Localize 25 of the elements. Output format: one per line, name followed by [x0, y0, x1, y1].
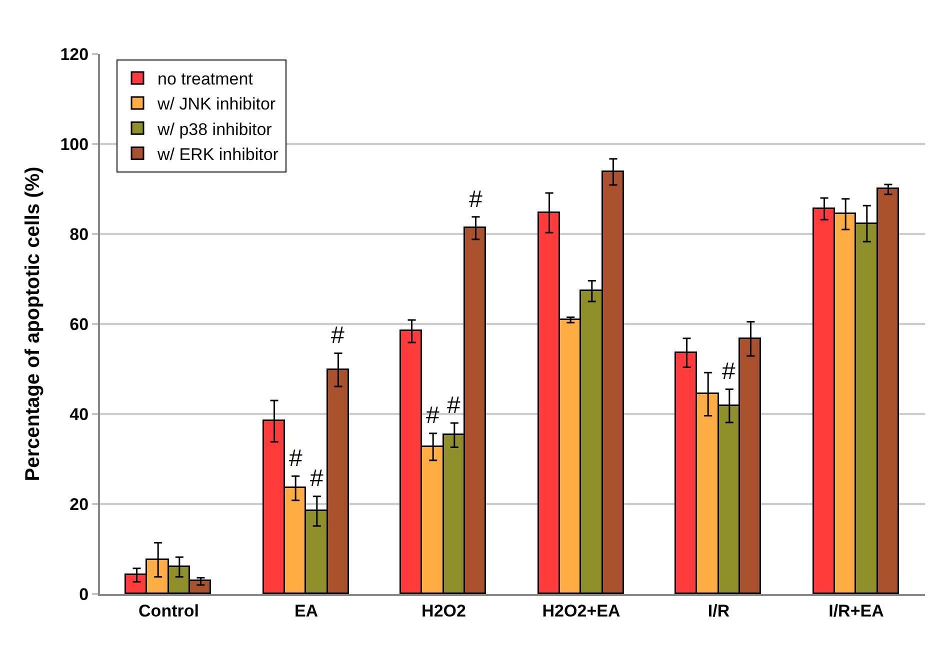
y-tick-label: 100 — [60, 134, 89, 154]
y-tick-label: 120 — [60, 44, 89, 64]
x-tick-label: I/R — [708, 601, 730, 620]
x-tick-label: H2O2 — [422, 601, 466, 620]
data-label: # — [289, 445, 303, 472]
data-label: # — [426, 402, 440, 429]
data-label: # — [722, 358, 736, 385]
data-label: # — [331, 322, 345, 349]
x-tick-label: H2O2+EA — [542, 601, 620, 620]
y-tick-label: 80 — [70, 224, 89, 244]
legend-label: no treatment — [158, 70, 254, 89]
data-label: # — [469, 186, 483, 213]
legend-label: w/ p38 inhibitor — [156, 120, 272, 139]
x-tick-label: EA — [294, 601, 318, 620]
x-tick-label: I/R+EA — [828, 601, 884, 620]
x-tick-label: Control — [138, 601, 199, 620]
legend-label: w/ ERK inhibitor — [156, 144, 279, 164]
y-tick-label: 60 — [70, 314, 89, 334]
legend-label: w/ JNK inhibitor — [156, 94, 276, 114]
y-tick-label: 20 — [70, 494, 89, 514]
y-tick-label: 0 — [79, 584, 89, 604]
data-label: # — [310, 465, 324, 492]
data-label: # — [447, 392, 461, 419]
y-axis-title: Percentage of apoptotic cells (%) — [22, 166, 44, 482]
y-tick-label: 40 — [70, 404, 89, 424]
